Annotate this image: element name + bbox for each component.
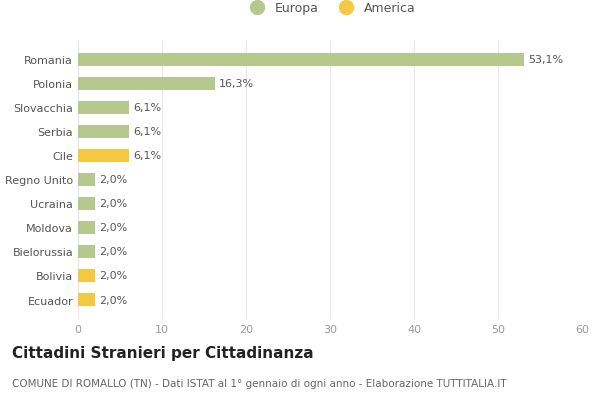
Legend: Europa, America: Europa, America (239, 0, 421, 20)
Text: Cittadini Stranieri per Cittadinanza: Cittadini Stranieri per Cittadinanza (12, 346, 314, 361)
Text: 2,0%: 2,0% (99, 271, 127, 281)
Text: COMUNE DI ROMALLO (TN) - Dati ISTAT al 1° gennaio di ogni anno - Elaborazione TU: COMUNE DI ROMALLO (TN) - Dati ISTAT al 1… (12, 378, 506, 388)
Bar (78, 197, 95, 211)
Text: 16,3%: 16,3% (219, 79, 254, 89)
Bar (78, 101, 129, 115)
Bar (78, 293, 95, 306)
Bar (78, 245, 95, 258)
Bar (78, 173, 95, 187)
Bar (78, 78, 215, 91)
Bar (78, 221, 95, 234)
Text: 6,1%: 6,1% (133, 103, 161, 113)
Text: 2,0%: 2,0% (99, 295, 127, 305)
Text: 6,1%: 6,1% (133, 127, 161, 137)
Text: 53,1%: 53,1% (528, 55, 563, 65)
Text: 2,0%: 2,0% (99, 247, 127, 257)
Text: 6,1%: 6,1% (133, 151, 161, 161)
Bar (78, 54, 524, 67)
Bar (78, 269, 95, 282)
Bar (78, 126, 129, 139)
Text: 2,0%: 2,0% (99, 223, 127, 233)
Text: 2,0%: 2,0% (99, 175, 127, 185)
Bar (78, 149, 129, 163)
Text: 2,0%: 2,0% (99, 199, 127, 209)
